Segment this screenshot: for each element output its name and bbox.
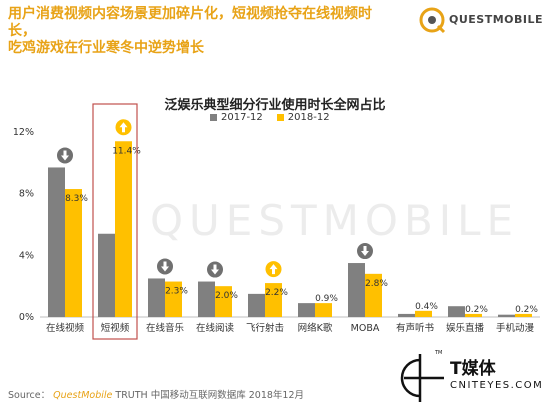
bar-2017 <box>198 281 215 317</box>
legend-item-2017: 2017-12 <box>210 112 263 123</box>
bar-2017 <box>448 306 465 317</box>
x-tick-label: 在线视频 <box>46 322 85 334</box>
bar-2017 <box>348 263 365 317</box>
brand-subtitle: CNITEYES.COM <box>450 380 544 391</box>
source-note: Source： QuestMobile TRUTH 中国移动互联网数据库 201… <box>8 387 304 401</box>
source-prefix: Source： <box>8 390 51 401</box>
x-tick-label: 短视频 <box>101 322 130 334</box>
legend-label-2017: 2017-12 <box>221 112 263 123</box>
bar-2017 <box>98 233 115 317</box>
chart-title: 泛娱乐典型细分行业使用时长全网占比 <box>164 98 386 113</box>
y-tick-label: 8% <box>19 189 34 200</box>
bar-2017 <box>298 303 315 317</box>
questmobile-logo: QUESTMOBILE <box>418 6 543 34</box>
bar-2017 <box>148 278 165 317</box>
bar-2018 <box>215 286 232 317</box>
bar-2017 <box>498 314 515 317</box>
y-tick-label: 12% <box>13 127 34 138</box>
data-label-2018: 8.3% <box>65 194 88 204</box>
legend-label-2018: 2018-12 <box>287 112 330 123</box>
data-label-2018: 2.0% <box>215 291 238 301</box>
y-tick-label: 0% <box>19 312 34 323</box>
headline-line-2: 吃鸡游戏在行业寒冬中逆势增长 <box>8 40 204 56</box>
questmobile-logo-icon <box>419 7 446 34</box>
bar-2018 <box>115 141 132 317</box>
trend-down-icon <box>357 243 373 260</box>
data-label-2018: 2.2% <box>265 288 288 298</box>
tmedia-brand: T媒体 CNITEYES.COM TM <box>398 350 543 406</box>
legend-item-2018: 2018-12 <box>276 112 330 123</box>
trend-up-icon <box>115 119 132 136</box>
bar-2018 <box>315 303 332 317</box>
data-label-2018: 2.3% <box>165 287 188 297</box>
bar-2018 <box>165 281 182 317</box>
legend-swatch-2017 <box>210 114 217 121</box>
source-rest: TRUTH 中国移动互联网数据库 2018年12月 <box>115 390 304 401</box>
trend-up-icon <box>265 261 282 278</box>
bar-2017 <box>48 167 65 317</box>
bar-chart: 0% 4% 8% 12% 8.3% 在线视频 11.4% 短视频 2.3% 在线音乐 2.0% 在线阅… <box>13 103 540 340</box>
logo-text: QUESTMOBILE <box>449 13 544 26</box>
x-tick-label: 飞行射击 <box>246 322 284 334</box>
chart-legend: 2017-12 2018-12 <box>210 112 330 123</box>
brand-tm: TM <box>435 350 443 356</box>
bar-2017 <box>398 313 415 317</box>
x-tick-label: 在线音乐 <box>146 322 185 334</box>
data-label-2018: 0.9% <box>315 294 338 304</box>
data-label-2018: 11.4% <box>112 146 141 156</box>
bar-2018 <box>365 273 382 317</box>
x-tick-label: 娱乐直播 <box>446 322 485 334</box>
trend-down-icon <box>57 147 73 164</box>
bar-2018 <box>65 189 82 317</box>
x-tick-label: 手机动漫 <box>496 322 535 334</box>
data-label-2018: 2.8% <box>365 279 388 289</box>
x-tick-label: 有声听书 <box>396 322 435 334</box>
x-tick-label: MOBA <box>351 323 380 334</box>
bar-2017 <box>248 293 265 317</box>
bar-2018 <box>265 283 282 317</box>
x-tick-label: 网络K歌 <box>298 322 333 334</box>
x-tick-label: 在线阅读 <box>196 322 235 334</box>
tmedia-logo-icon <box>400 354 444 402</box>
source-brand: QuestMobile <box>53 390 113 401</box>
data-label-2018: 0.2% <box>465 305 488 315</box>
watermark: QUESTMOBILE <box>150 196 520 245</box>
trend-down-icon <box>157 258 173 275</box>
highlight-box <box>92 103 138 340</box>
brand-title: T媒体 <box>450 359 496 379</box>
legend-swatch-2018 <box>276 114 284 121</box>
trend-down-icon <box>207 261 223 278</box>
data-label-2018: 0.2% <box>515 305 538 315</box>
data-label-2018: 0.4% <box>415 302 438 312</box>
bar-2018 <box>515 313 532 317</box>
y-tick-label: 4% <box>19 250 34 261</box>
headline: 用户消费视频内容场景更加碎片化，短视频抢夺在线视频时长， 吃鸡游戏在行业寒冬中逆… <box>8 6 398 57</box>
bar-2018 <box>465 313 482 317</box>
headline-line-1: 用户消费视频内容场景更加碎片化，短视频抢夺在线视频时长， <box>8 6 372 39</box>
bar-2018 <box>415 310 432 317</box>
